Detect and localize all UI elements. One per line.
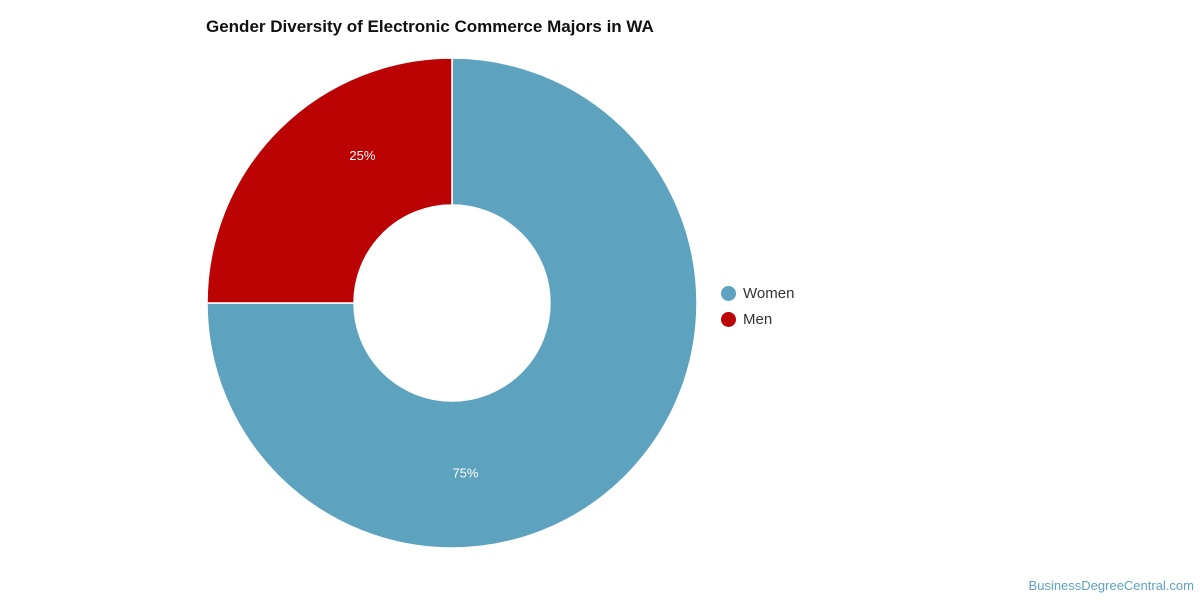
legend-item-men[interactable]: Men	[721, 306, 794, 332]
slice-men[interactable]	[206, 57, 453, 304]
chart-legend: Women Men	[721, 280, 794, 332]
chart-title: Gender Diversity of Electronic Commerce …	[206, 17, 654, 36]
legend-swatch-women	[721, 285, 736, 301]
legend-label-women: Women	[743, 284, 795, 302]
source-credit[interactable]: BusinessDegreeCentral.com	[1028, 578, 1194, 593]
data-label-women: 75%	[452, 465, 478, 480]
data-label-men: 25%	[349, 148, 375, 163]
legend-item-women[interactable]: Women	[721, 280, 794, 306]
legend-label-men: Men	[743, 310, 773, 328]
legend-swatch-men	[721, 311, 736, 327]
slice-women[interactable]	[206, 57, 698, 549]
